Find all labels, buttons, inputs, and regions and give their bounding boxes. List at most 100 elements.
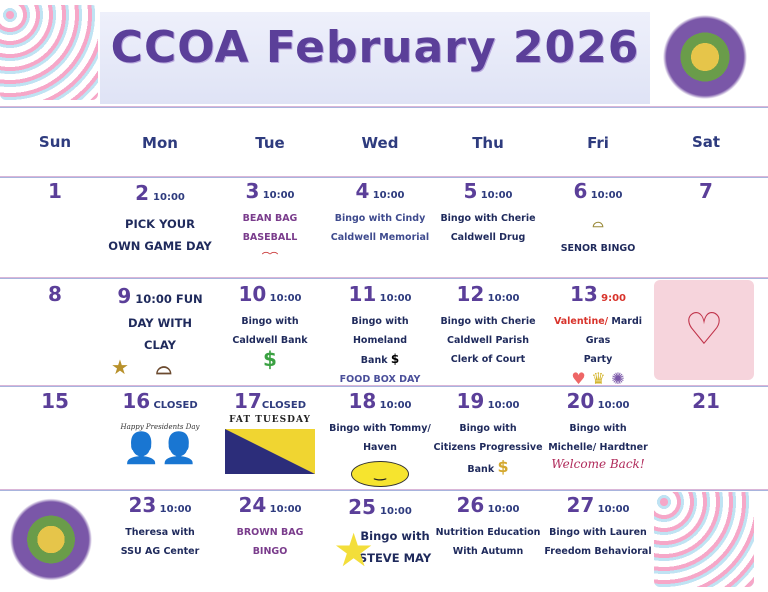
page-title: CCOA February 2026	[110, 22, 640, 73]
time: 10:00	[379, 293, 412, 304]
day-cell-15: 15	[0, 391, 110, 415]
time: 10:00	[262, 190, 295, 201]
weekday-sun: Sun	[38, 133, 72, 151]
event-line: OWN GAME DAY	[108, 239, 212, 253]
event-line: Theresa with	[125, 527, 195, 538]
event-line: SENOR BINGO	[560, 243, 636, 254]
event-line: Bingo with	[459, 423, 517, 434]
sombrero-icon: ⌓	[592, 215, 604, 231]
day-cell-5: 5 10:00 Bingo with Cherie Caldwell Drug	[433, 181, 543, 247]
mardi-gras-flag-image	[225, 429, 315, 474]
event-line: BINGO	[252, 546, 288, 557]
day-cell-12: 12 10:00 Bingo with Cherie Caldwell Parish…	[433, 282, 543, 369]
day-cell-1: 1	[0, 179, 110, 205]
time: 10:00	[487, 293, 520, 304]
event-line: PICK YOUR	[125, 217, 195, 231]
time: 10:00	[597, 504, 630, 515]
weekday-fri: Fri	[587, 134, 609, 152]
sheriff-badge-icon: ★ ⌓	[111, 355, 172, 379]
divider	[0, 489, 768, 491]
welcome-back-image: Welcome Back!	[551, 457, 645, 471]
day-cell-17: 17CLOSED FAT TUESDAY	[215, 389, 325, 474]
time: 10:00	[480, 190, 513, 201]
mardi-gras-beads-image	[655, 8, 755, 106]
day-number: 25	[348, 495, 376, 519]
event-line: Bingo with	[241, 316, 299, 327]
day-cell-19: 19 10:00 Bingo with Citizens Progressive Ba…	[433, 389, 543, 479]
event-line: Citizens Progressive	[433, 442, 543, 453]
event-line: STEVE MAY	[358, 551, 432, 565]
candy-hearts-image	[0, 5, 98, 100]
day-number: 19	[456, 389, 485, 413]
mask-icon: ✺	[611, 369, 625, 388]
event-line: Bank	[467, 464, 495, 475]
event-line: Nutrition Education	[435, 527, 541, 538]
time: 10:00	[269, 504, 302, 515]
day-cell-13: 13 9:00 Valentine/ Mardi Gras Party ♥ ♛ ✺	[543, 284, 653, 388]
dollar-icon: $	[390, 352, 400, 366]
event-line: Freedom Behavioral	[544, 546, 652, 557]
header-banner	[100, 12, 650, 104]
day-number: 24	[238, 493, 267, 517]
time: 10:00	[380, 506, 412, 517]
day-number: 3	[245, 179, 260, 203]
valentines-day-image: ♡	[654, 280, 754, 380]
day-cell-3: 3 10:00 BEAN BAG BASEBALL ⌒⌒	[215, 179, 325, 266]
divider	[0, 385, 768, 387]
time: 9:00	[601, 293, 627, 304]
day-number: 12	[456, 282, 485, 306]
time: 10:00	[372, 190, 405, 201]
event-line: BEAN BAG	[242, 213, 298, 224]
day-cell-18: 18 10:00 Bingo with Tommy/Haven ‿	[325, 389, 435, 487]
event-line: FOOD BOX DAY	[339, 374, 421, 385]
event-line: Haven	[363, 442, 397, 453]
divider	[0, 277, 768, 279]
time: 10:00	[379, 400, 412, 411]
event-line: Mardi Gras	[585, 316, 643, 346]
time: 10:00	[487, 400, 520, 411]
event-line: Clerk of Court	[450, 354, 526, 365]
day-cell-26: 26 10:00 Nutrition Education With Autumn	[433, 495, 543, 561]
day-number: 23	[128, 493, 157, 517]
candy-hearts-image	[654, 492, 754, 587]
day-number: 6	[573, 179, 588, 203]
event-line: FAT TUESDAY	[229, 415, 311, 425]
event-line: Bingo with	[569, 423, 627, 434]
day-cell-27: 27 10:00 Bingo with Lauren Freedom Behavio…	[543, 495, 653, 561]
day-number: 17	[233, 389, 262, 413]
event-line: Bingo with Cherie	[440, 316, 536, 327]
dollar-icon: $	[263, 347, 277, 371]
day-number: 16	[122, 389, 151, 413]
time: 10:00	[597, 400, 630, 411]
event-line: Caldwell Memorial	[330, 232, 430, 243]
party-icons: ♥ ♛ ✺	[543, 369, 653, 388]
day-number: 18	[348, 389, 377, 413]
event-line: CLAY	[144, 338, 176, 352]
divider	[0, 176, 768, 178]
time: 10:00	[487, 504, 520, 515]
day-number: 8	[48, 282, 62, 306]
crown-icon: ♛	[591, 369, 606, 388]
event-line: SSU AG Center	[120, 546, 200, 557]
event-line: Caldwell Drug	[450, 232, 526, 243]
event-line: Caldwell Parish	[447, 335, 529, 346]
weekday-tue: Tue	[255, 134, 285, 152]
day-number: 2	[135, 181, 150, 205]
event-line: Valentine/	[553, 316, 609, 327]
weekday-thu: Thu	[472, 134, 504, 152]
day-cell-25: 25 10:00 Bingo with STEVE MAY	[325, 496, 435, 569]
event-line: Michelle/ Hardtner	[548, 442, 648, 453]
time: CLOSED	[261, 400, 307, 411]
dollar-icon: $	[497, 457, 509, 476]
event-line: BROWN BAG	[236, 527, 304, 538]
event-line: Bingo with Homeland	[351, 316, 409, 346]
day-cell-24: 24 10:00 BROWN BAG BINGO	[215, 493, 325, 561]
weekday-sat: Sat	[691, 133, 721, 151]
event-line: Party	[583, 354, 613, 365]
day-cell-10: 10 10:00 Bingo with Caldwell Bank $	[215, 284, 325, 371]
time: 10:00	[159, 504, 192, 515]
weekday-wed: Wed	[361, 134, 399, 152]
day-number: 1	[48, 179, 62, 203]
presidents-image: 👤👤	[122, 431, 198, 466]
mardi-gras-beads-image	[2, 492, 100, 587]
